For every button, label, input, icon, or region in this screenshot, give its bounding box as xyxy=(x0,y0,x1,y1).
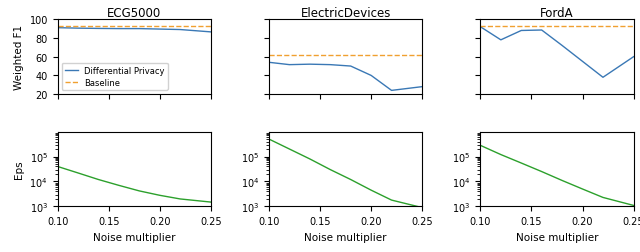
Differential Privacy xyxy=(477,26,484,29)
Legend: Differential Privacy, Baseline: Differential Privacy, Baseline xyxy=(62,64,168,91)
X-axis label: Noise multiplier: Noise multiplier xyxy=(305,232,387,242)
Differential Privacy xyxy=(176,29,184,32)
Differential Privacy xyxy=(326,64,334,67)
Differential Privacy xyxy=(115,28,123,31)
Differential Privacy xyxy=(54,27,61,30)
Line: Differential Privacy: Differential Privacy xyxy=(269,63,422,91)
Differential Privacy xyxy=(306,64,314,67)
X-axis label: Noise multiplier: Noise multiplier xyxy=(93,232,175,242)
Title: FordA: FordA xyxy=(540,7,574,20)
Y-axis label: Eps: Eps xyxy=(14,160,24,179)
Differential Privacy xyxy=(558,45,566,48)
Differential Privacy xyxy=(207,31,214,34)
Differential Privacy xyxy=(497,39,505,42)
Differential Privacy xyxy=(517,30,525,33)
Differential Privacy xyxy=(74,27,82,30)
Title: ElectricDevices: ElectricDevices xyxy=(300,7,391,20)
Y-axis label: Weighted F1: Weighted F1 xyxy=(14,25,24,90)
Differential Privacy xyxy=(388,89,396,92)
Differential Privacy xyxy=(285,64,293,67)
Differential Privacy xyxy=(538,29,545,33)
Differential Privacy xyxy=(347,65,355,68)
Differential Privacy xyxy=(599,76,607,79)
Title: ECG5000: ECG5000 xyxy=(107,7,161,20)
Line: Differential Privacy: Differential Privacy xyxy=(481,28,634,78)
Differential Privacy xyxy=(367,75,375,78)
Differential Privacy xyxy=(630,56,637,59)
Line: Differential Privacy: Differential Privacy xyxy=(58,28,211,33)
Differential Privacy xyxy=(579,60,586,64)
Differential Privacy xyxy=(95,28,102,31)
X-axis label: Noise multiplier: Noise multiplier xyxy=(516,232,598,242)
Differential Privacy xyxy=(265,61,273,65)
Differential Privacy xyxy=(419,86,426,89)
Differential Privacy xyxy=(156,28,164,32)
Differential Privacy xyxy=(136,28,143,31)
